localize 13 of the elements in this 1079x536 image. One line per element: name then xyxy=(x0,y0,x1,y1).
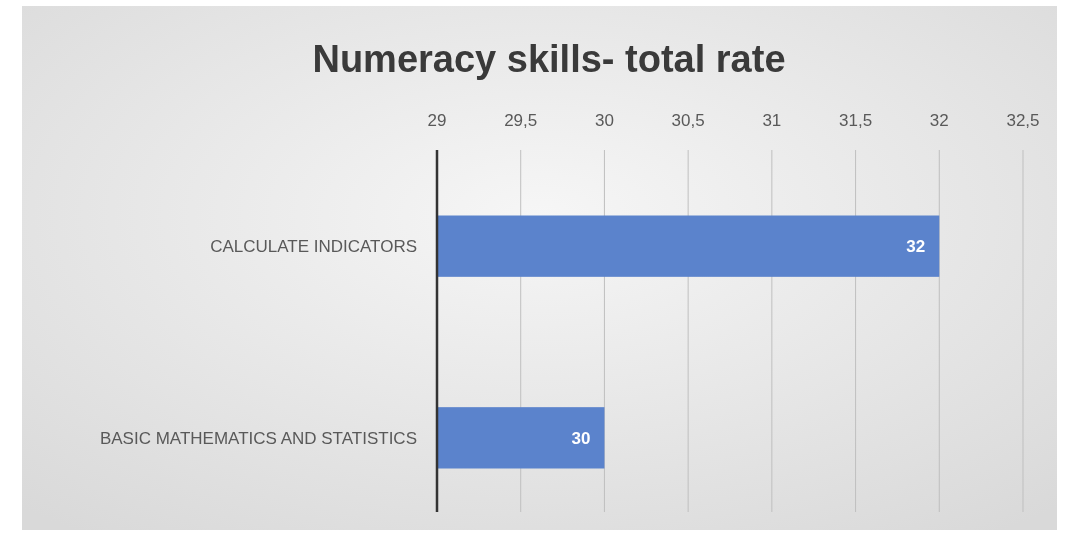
chart-title: Numeracy skills- total rate xyxy=(312,38,786,80)
x-tick-label: 29 xyxy=(427,111,447,130)
x-tick-label: 32 xyxy=(929,111,949,130)
data-label: 30 xyxy=(571,428,591,448)
y-tick-label: CALCULATE INDICATORS xyxy=(210,237,417,257)
x-tick-label: 31 xyxy=(762,111,782,130)
y-tick-label: BASIC MATHEMATICS AND STATISTICS xyxy=(99,428,417,448)
data-label: 32 xyxy=(906,237,926,257)
x-tick-label: 29,5 xyxy=(504,111,538,130)
x-tick-label: 30 xyxy=(594,111,614,130)
x-tick-label: 30,5 xyxy=(671,111,705,130)
x-tick-label: 32,5 xyxy=(1006,111,1040,130)
x-tick-label: 31,5 xyxy=(839,111,873,130)
